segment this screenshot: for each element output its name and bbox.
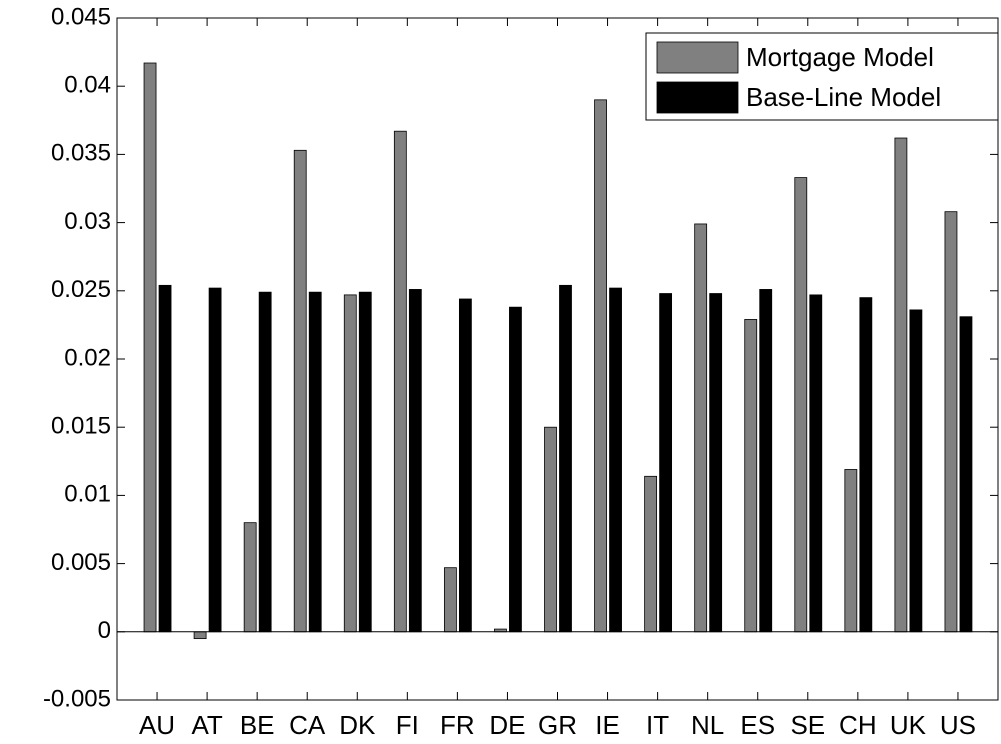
bar <box>408 289 422 633</box>
bar <box>594 99 607 633</box>
bar <box>844 469 858 633</box>
y-tick-label: 0 <box>98 617 111 644</box>
y-tick-label: -0.005 <box>43 685 111 712</box>
bar <box>894 137 908 633</box>
x-tick-label: IE <box>595 710 620 740</box>
x-tick-label: FR <box>440 710 475 740</box>
bar <box>193 631 207 640</box>
bar <box>393 130 407 633</box>
bar <box>794 177 808 633</box>
bar <box>744 319 758 633</box>
bar <box>559 284 572 633</box>
bar <box>909 309 923 633</box>
bar <box>243 522 257 633</box>
bar <box>358 291 372 633</box>
y-tick-label: 0.01 <box>64 481 111 508</box>
x-tick-label: NL <box>691 710 724 740</box>
x-tick-label: CH <box>839 710 877 740</box>
bar <box>709 293 723 633</box>
x-tick-label: AT <box>191 710 222 740</box>
y-tick-label: 0.035 <box>51 140 111 167</box>
bar <box>959 316 973 633</box>
x-tick-label: DK <box>339 710 376 740</box>
x-tick-label: FI <box>396 710 419 740</box>
y-tick-label: 0.045 <box>51 3 111 30</box>
bar <box>809 294 823 633</box>
x-tick-label: DE <box>489 710 525 740</box>
bar <box>509 306 522 633</box>
x-tick-label: US <box>940 710 976 740</box>
x-tick-label: IT <box>646 710 669 740</box>
bar <box>694 223 708 633</box>
legend-label: Mortgage Model <box>746 42 934 72</box>
bar <box>158 284 172 633</box>
bar <box>544 426 557 633</box>
bar <box>308 291 322 633</box>
y-tick-label: 0.03 <box>64 208 111 235</box>
x-tick-label: CA <box>289 710 326 740</box>
y-tick-label: 0.015 <box>51 413 111 440</box>
x-tick-label: SE <box>790 710 825 740</box>
x-tick-label: AU <box>139 710 175 740</box>
bar <box>443 567 457 633</box>
bar <box>208 287 222 633</box>
bar <box>659 293 673 633</box>
bar <box>343 294 357 633</box>
x-tick-label: BE <box>240 710 275 740</box>
x-tick-label: GR <box>538 710 577 740</box>
bar <box>458 298 472 633</box>
bar <box>143 62 157 633</box>
bar <box>644 475 658 633</box>
y-tick-label: 0.025 <box>51 276 111 303</box>
legend-swatch <box>656 81 739 114</box>
legend-swatch <box>656 41 739 74</box>
bar <box>609 287 622 633</box>
y-tick-label: 0.005 <box>51 549 111 576</box>
bar <box>759 289 773 633</box>
x-tick-label: UK <box>890 710 927 740</box>
bar <box>944 211 958 633</box>
bar <box>293 149 307 633</box>
bar <box>258 291 272 633</box>
bar <box>859 297 873 633</box>
legend-label: Base-Line Model <box>746 82 941 112</box>
y-tick-label: 0.04 <box>64 72 111 99</box>
y-tick-label: 0.02 <box>64 344 111 371</box>
x-tick-label: ES <box>740 710 775 740</box>
